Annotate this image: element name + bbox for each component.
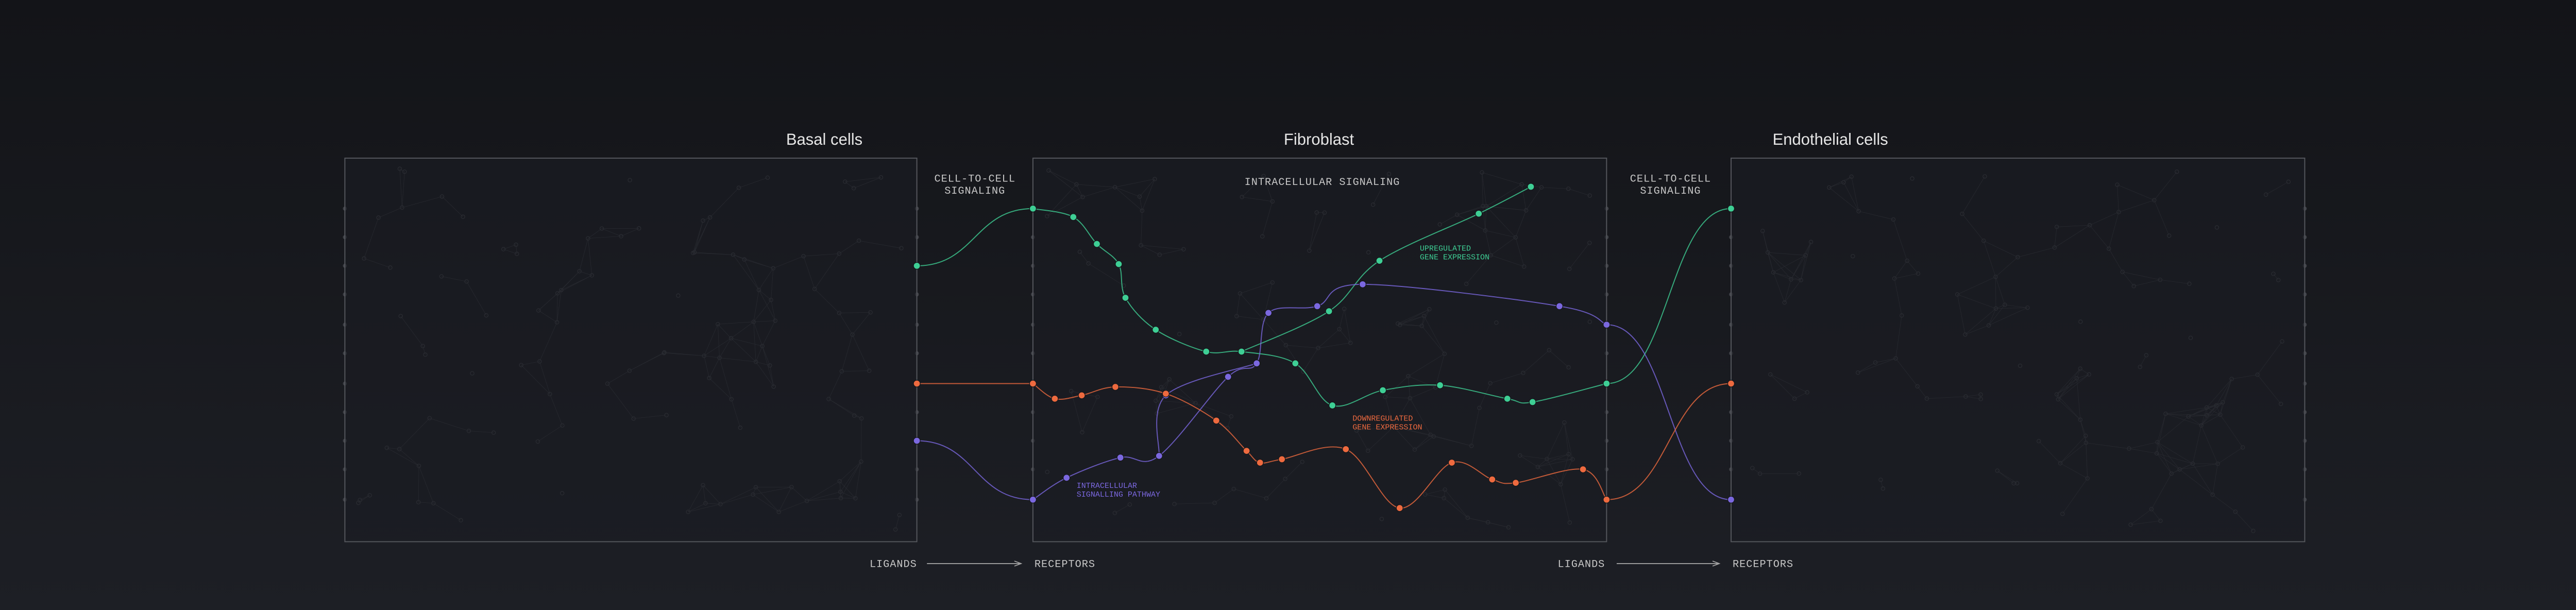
signal-node xyxy=(1475,210,1483,217)
signal-node xyxy=(1603,321,1611,329)
signal-node xyxy=(1162,389,1170,398)
panel xyxy=(344,157,918,543)
arrowhead xyxy=(1014,561,1023,567)
flow-to: RECEPTORS xyxy=(1733,558,1793,570)
signal-node xyxy=(1264,309,1273,317)
signal-node xyxy=(1116,453,1124,462)
signal-link xyxy=(917,440,1033,500)
signal-node xyxy=(1253,360,1261,367)
signal-node xyxy=(1224,373,1232,381)
signal-link xyxy=(1606,383,1732,500)
signal-node xyxy=(1202,348,1210,355)
signal-node xyxy=(1155,452,1163,460)
signal-node xyxy=(1328,401,1336,410)
signal-node xyxy=(1488,476,1496,483)
signal-node xyxy=(1359,280,1367,289)
signal-node xyxy=(1152,326,1160,334)
signal-node xyxy=(1555,302,1564,310)
signal-node xyxy=(1529,398,1536,406)
signal-node xyxy=(1051,395,1059,403)
signal-node xyxy=(1122,294,1129,302)
signal-link xyxy=(917,208,1033,266)
panel xyxy=(1731,157,2306,543)
annotation: INTRACELLULAR SIGNALLING PATHWAY xyxy=(1077,481,1160,499)
signal-node xyxy=(1070,213,1077,221)
signal-node xyxy=(1243,447,1250,455)
signal-node xyxy=(1379,386,1387,394)
signal-node xyxy=(1376,257,1383,265)
signal-link xyxy=(1606,324,1732,500)
signal-node xyxy=(1111,383,1120,391)
signal-node xyxy=(1093,240,1101,248)
signal-node xyxy=(1078,392,1086,399)
annotation: UPREGULATED GENE EXPRESSION xyxy=(1420,244,1489,262)
signal-node xyxy=(1029,496,1037,503)
signal-node xyxy=(1436,381,1444,389)
panel-title: Endothelial cells xyxy=(1773,130,1888,148)
signal-node xyxy=(1256,459,1264,467)
signal-node xyxy=(1063,474,1071,482)
signal-node xyxy=(1512,479,1520,487)
flow-to: RECEPTORS xyxy=(1035,558,1095,570)
signal-node xyxy=(1238,348,1245,355)
flow-from: LIGANDS xyxy=(870,558,917,570)
signal-node xyxy=(1325,307,1333,315)
arrowhead xyxy=(1712,561,1721,567)
panel-title: Basal cells xyxy=(786,130,862,148)
signal-node xyxy=(1603,496,1611,503)
signal-node xyxy=(1029,205,1037,213)
signal-path xyxy=(1032,208,1607,407)
signal-node xyxy=(1727,496,1735,503)
signal-node xyxy=(913,262,921,270)
signal-label: CELL-TO-CELL SIGNALING xyxy=(935,174,1015,198)
signal-node xyxy=(1115,260,1123,268)
signal-node xyxy=(1396,504,1403,512)
signal-node xyxy=(913,380,921,387)
signal-node xyxy=(1727,380,1735,387)
annotation: DOWNREGULATED GENE EXPRESSION xyxy=(1352,414,1422,432)
signal-node xyxy=(1029,380,1037,387)
signal-node xyxy=(1342,445,1350,453)
flow-from: LIGANDS xyxy=(1557,558,1605,570)
signal-link xyxy=(1606,208,1732,384)
signal-node xyxy=(1727,205,1735,213)
signal-node xyxy=(1503,395,1511,403)
signal-node xyxy=(1292,360,1299,367)
signal-node xyxy=(913,437,921,445)
signal-node xyxy=(1603,380,1611,387)
signal-label: INTRACELLULAR SIGNALING xyxy=(1245,177,1400,189)
signal-node xyxy=(1527,183,1535,191)
signal-paths xyxy=(913,183,1735,512)
signal-label: CELL-TO-CELL SIGNALING xyxy=(1630,174,1711,198)
panel xyxy=(1032,157,1607,543)
signal-node xyxy=(1313,302,1321,310)
signal-node xyxy=(1579,465,1587,473)
panel-title: Fibroblast xyxy=(1284,130,1354,148)
signal-node xyxy=(1448,459,1456,467)
signal-node xyxy=(1212,417,1221,425)
signal-node xyxy=(1278,455,1286,463)
